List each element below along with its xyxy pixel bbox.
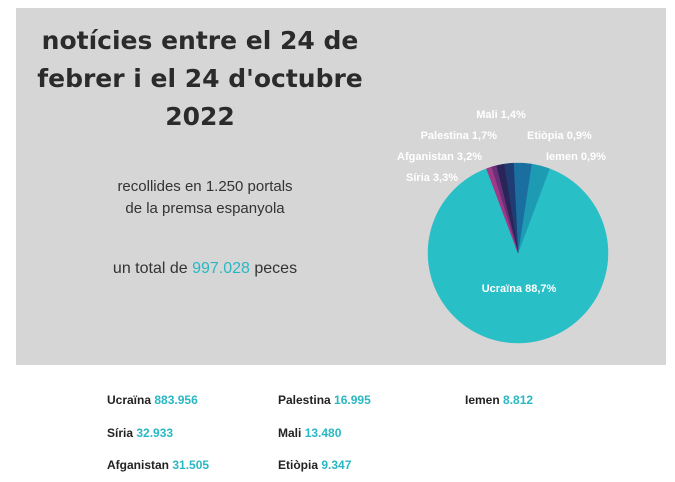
pie-slice-iemen: [486, 166, 519, 254]
legend-name: Síria: [107, 426, 134, 440]
legend-value: 9.347: [321, 458, 352, 472]
legend-value: 32.933: [136, 426, 174, 440]
pie-label-ucraina: Ucraïna 88,7%: [482, 283, 557, 295]
legend-value: 31.505: [172, 458, 210, 472]
title-line-3: 2022: [165, 102, 235, 131]
subtitle-line-1: recollides en 1.250 portals: [117, 178, 293, 195]
legend-name: Palestina: [278, 393, 331, 407]
legend-name: Afganistan: [107, 458, 170, 472]
legend-item-mali: Mali 13.480: [278, 426, 341, 440]
legend-name: Etiòpia: [278, 458, 319, 472]
pie-label-etiopia: Etiòpia 0,9%: [527, 130, 592, 142]
subtitle-line-2: de la premsa espanyola: [125, 200, 285, 217]
chart-title: notícies entre el 24 de febrer i el 24 d…: [30, 22, 370, 136]
total-suffix: peces: [249, 260, 298, 277]
total-prefix: un total de: [112, 260, 193, 277]
legend-value: 8.812: [503, 393, 534, 407]
legend-name: Mali: [278, 426, 302, 440]
legend-item-iemen: Iemen 8.812: [465, 393, 533, 407]
title-line-1: notícies entre el 24 de: [41, 26, 359, 55]
pie-label-palestina: Palestina 1,7%: [421, 130, 498, 142]
pie-label-siria: Síria 3,3%: [406, 172, 458, 184]
total-count: un total de 997.028 peces: [40, 260, 370, 278]
legend-name: Ucraïna: [107, 393, 152, 407]
legend-item-etiopia: Etiòpia 9.347: [278, 458, 351, 472]
pie-label-mali: Mali 1,4%: [476, 109, 526, 121]
legend-value: 16.995: [334, 393, 371, 407]
pie-label-iemen: Iemen 0,9%: [546, 151, 606, 163]
legend-item-ucraina: Ucraïna 883.956: [107, 393, 198, 407]
legend-value: 13.480: [304, 426, 342, 440]
pie-slice-ucraina: [427, 168, 609, 344]
legend-item-siria: Síria 32.933: [107, 426, 173, 440]
legend-item-palestina: Palestina 16.995: [278, 393, 371, 407]
legend-value: 883.956: [154, 393, 198, 407]
chart-subtitle: recollides en 1.250 portals de la premsa…: [40, 176, 370, 220]
total-value: 997.028: [192, 260, 250, 277]
title-line-2: febrer i el 24 d'octubre: [37, 64, 363, 93]
legend-item-afganistan: Afganistan 31.505: [107, 458, 209, 472]
legend-name: Iemen: [465, 393, 500, 407]
pie-label-afganistan: Afganistan 3,2%: [397, 151, 482, 163]
